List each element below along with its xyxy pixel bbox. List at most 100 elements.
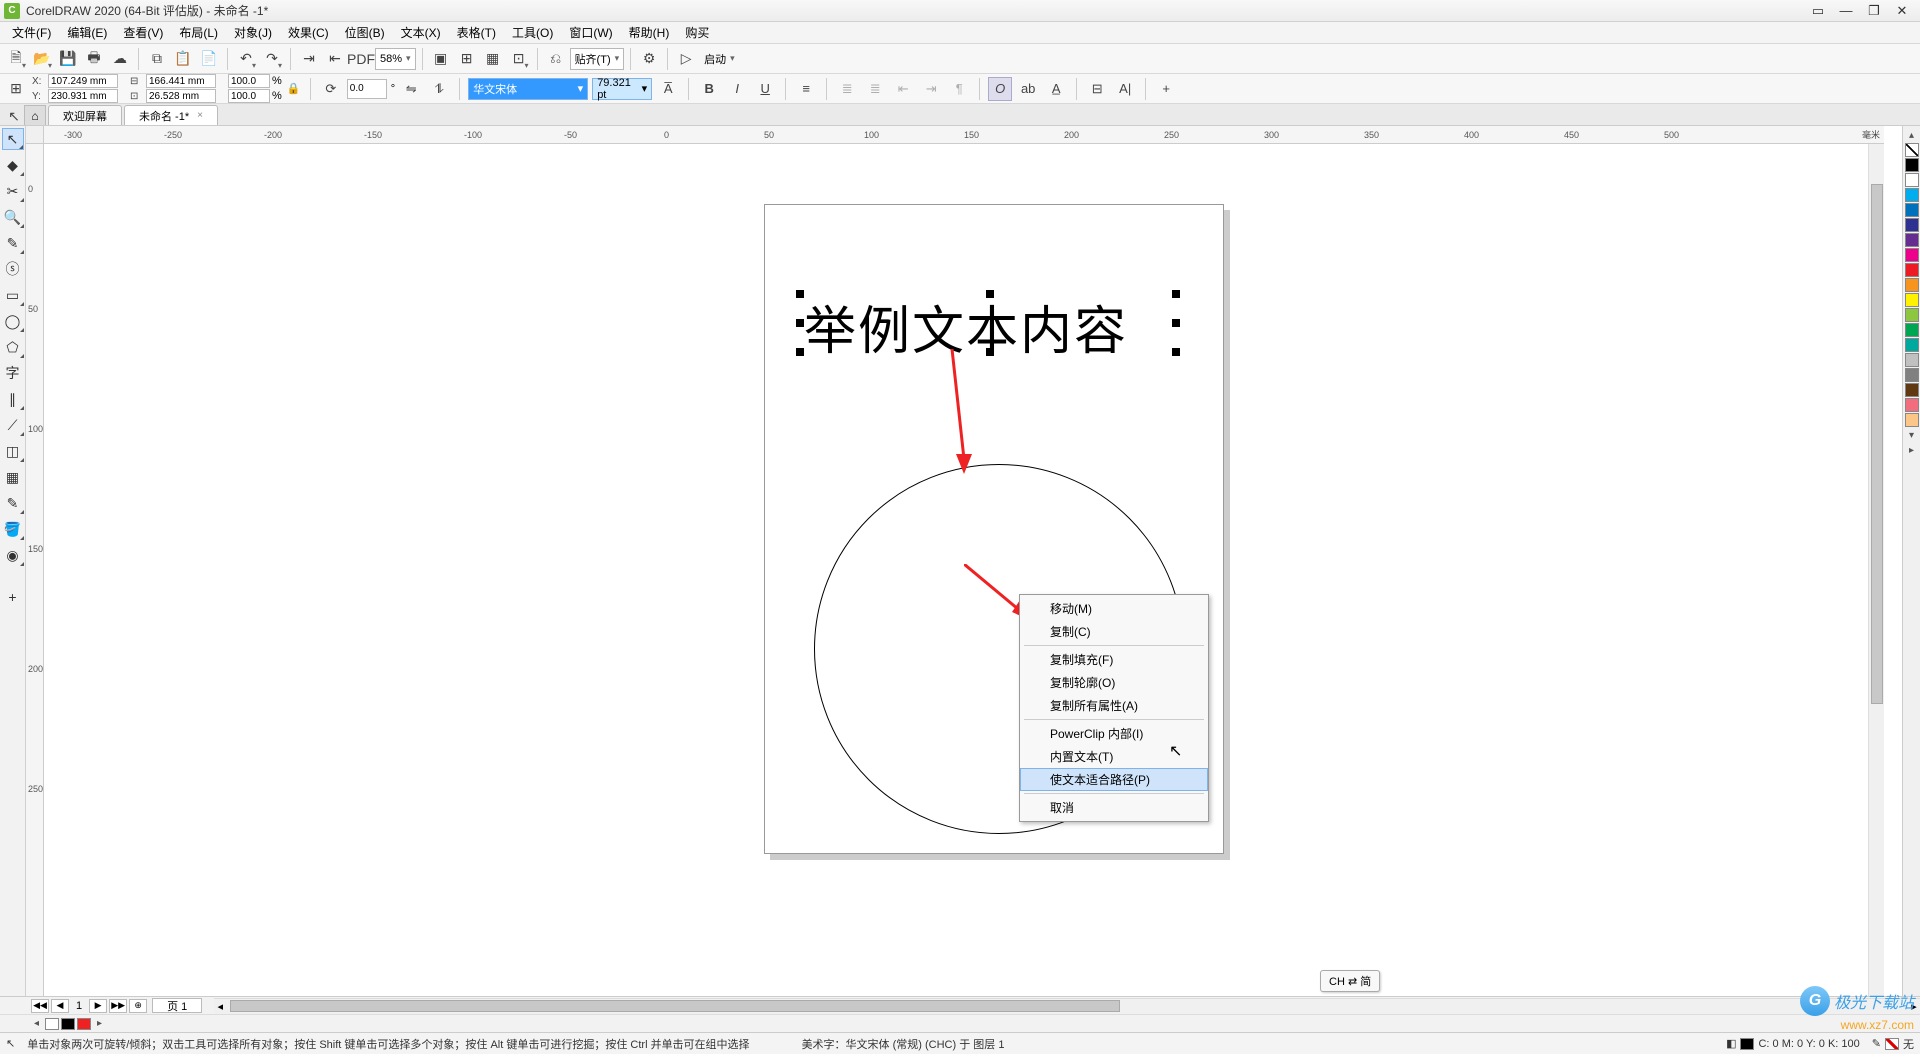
ruler-corner[interactable]: [26, 126, 44, 144]
page-tab[interactable]: 页 1: [152, 998, 202, 1013]
transparency-tool[interactable]: ▦: [2, 466, 24, 488]
prev-page-button[interactable]: ◀: [51, 999, 69, 1013]
pick-tool-quick-icon[interactable]: ↖: [4, 107, 24, 125]
color-swatch[interactable]: [1905, 338, 1919, 352]
menu-buy[interactable]: 购买: [677, 22, 717, 43]
color-swatch[interactable]: [1905, 413, 1919, 427]
zoom-tool[interactable]: 🔍: [2, 206, 24, 228]
zoom-combo[interactable]: 58%▾: [375, 48, 416, 70]
selection-handle[interactable]: [1172, 290, 1180, 298]
no-color-swatch[interactable]: [1905, 143, 1919, 157]
options-button[interactable]: ⚙: [637, 47, 661, 71]
menu-window[interactable]: 窗口(W): [561, 22, 620, 43]
pdf-button[interactable]: PDF: [349, 47, 373, 71]
vertical-scrollbar[interactable]: [1868, 144, 1884, 996]
color-swatch[interactable]: [1905, 293, 1919, 307]
palette-left-icon[interactable]: ◂: [30, 1018, 43, 1029]
horizontal-ruler[interactable]: -300 -250 -200 -150 -100 -50 0 50 100 15…: [44, 126, 1884, 144]
vertical-ruler[interactable]: 0 50 100 150 200 250: [26, 144, 44, 996]
palette-up-icon[interactable]: ▴: [1909, 130, 1914, 141]
open-button[interactable]: 📂: [30, 47, 54, 71]
bold-button[interactable]: B: [697, 77, 721, 101]
menu-text[interactable]: 文本(X): [393, 22, 449, 43]
text-frame-icon[interactable]: ⊟: [1085, 77, 1109, 101]
fill-tool[interactable]: 🪣: [2, 518, 24, 540]
horizontal-scrollbar[interactable]: ◂ ▸: [214, 998, 1920, 1014]
text-tool[interactable]: 字: [2, 362, 24, 384]
drawing-canvas[interactable]: 举例文本内容 移动(M) 复制(C): [44, 144, 1884, 996]
first-page-button[interactable]: ◀◀: [31, 999, 49, 1013]
mirror-v-icon[interactable]: ⥮: [427, 77, 451, 101]
width-input[interactable]: [146, 74, 216, 88]
rectangle-tool[interactable]: ▭: [2, 284, 24, 306]
freehand-tool[interactable]: ✎: [2, 232, 24, 254]
ctx-cancel[interactable]: 取消: [1020, 796, 1208, 819]
grid-button[interactable]: ▦: [481, 47, 505, 71]
pick-tool[interactable]: ↖: [2, 128, 24, 150]
menu-object[interactable]: 对象(J): [226, 22, 280, 43]
font-family-combo[interactable]: 华文宋体▾: [468, 78, 588, 100]
ctx-place-text[interactable]: 内置文本(T): [1020, 745, 1208, 768]
menu-bitmap[interactable]: 位图(B): [337, 22, 393, 43]
black-swatch[interactable]: [61, 1018, 75, 1030]
redo-button[interactable]: ↷: [260, 47, 284, 71]
add-tool[interactable]: +: [2, 586, 24, 608]
color-swatch[interactable]: [1905, 308, 1919, 322]
color-swatch[interactable]: [1905, 278, 1919, 292]
snap-combo[interactable]: 贴齐(T)▾: [570, 48, 625, 70]
export-button[interactable]: ⇤: [323, 47, 347, 71]
menu-help[interactable]: 帮助(H): [621, 22, 678, 43]
menu-effect[interactable]: 效果(C): [280, 22, 337, 43]
drop-shadow-tool[interactable]: ◫: [2, 440, 24, 462]
shape-tool[interactable]: ◆: [2, 154, 24, 176]
selection-handle[interactable]: [1172, 319, 1180, 327]
color-swatch[interactable]: [1905, 218, 1919, 232]
color-swatch[interactable]: [1905, 353, 1919, 367]
document-tab[interactable]: 未命名 -1*×: [124, 105, 218, 125]
close-button[interactable]: ✕: [1888, 2, 1916, 20]
palette-more-icon[interactable]: ▸: [1909, 445, 1914, 456]
selection-handle[interactable]: [986, 290, 994, 298]
cloud-button[interactable]: ☁: [108, 47, 132, 71]
scale-y-input[interactable]: [228, 89, 270, 103]
maximize-button[interactable]: ❐: [1860, 2, 1888, 20]
home-tab[interactable]: ⌂: [24, 105, 46, 125]
scroll-left-icon[interactable]: ◂: [214, 1000, 226, 1013]
palette-down-icon[interactable]: ▾: [1909, 430, 1914, 441]
last-page-button[interactable]: ▶▶: [109, 999, 127, 1013]
launch-combo[interactable]: 启动▾: [700, 48, 739, 70]
object-origin-icon[interactable]: ⊞: [4, 77, 28, 101]
color-swatch[interactable]: [1905, 323, 1919, 337]
color-swatch[interactable]: [1905, 158, 1919, 172]
selection-handle[interactable]: [1172, 348, 1180, 356]
close-tab-icon[interactable]: ×: [197, 110, 203, 121]
ctx-copy-all[interactable]: 复制所有属性(A): [1020, 694, 1208, 717]
welcome-tab[interactable]: 欢迎屏幕: [48, 105, 122, 125]
char-format-icon[interactable]: A̲: [1044, 77, 1068, 101]
polygon-tool[interactable]: ⬠: [2, 336, 24, 358]
increase-size-icon[interactable]: A̅: [656, 77, 680, 101]
color-swatch[interactable]: [1905, 248, 1919, 262]
color-swatch[interactable]: [1905, 188, 1919, 202]
x-position-input[interactable]: [48, 74, 118, 88]
menu-tools[interactable]: 工具(O): [504, 22, 561, 43]
ctx-copy[interactable]: 复制(C): [1020, 620, 1208, 643]
eyedropper-tool[interactable]: ✎: [2, 492, 24, 514]
ctx-move[interactable]: 移动(M): [1020, 597, 1208, 620]
selection-handle[interactable]: [986, 348, 994, 356]
guides-button[interactable]: ⊡: [507, 47, 531, 71]
height-input[interactable]: [146, 89, 216, 103]
snap-icon[interactable]: ⎌: [544, 47, 568, 71]
outline-tool[interactable]: ◉: [2, 544, 24, 566]
underline-button[interactable]: U: [753, 77, 777, 101]
outline-indicator[interactable]: ✎无: [1872, 1036, 1914, 1052]
window-settings-icon[interactable]: ▭: [1804, 2, 1832, 20]
color-swatch[interactable]: [1905, 398, 1919, 412]
selection-handle[interactable]: [796, 348, 804, 356]
color-swatch[interactable]: [1905, 173, 1919, 187]
color-swatch[interactable]: [1905, 368, 1919, 382]
ctx-powerclip[interactable]: PowerClip 内部(I): [1020, 722, 1208, 745]
rulers-button[interactable]: ⊞: [455, 47, 479, 71]
y-position-input[interactable]: [48, 89, 118, 103]
scroll-thumb[interactable]: [230, 1000, 1120, 1012]
